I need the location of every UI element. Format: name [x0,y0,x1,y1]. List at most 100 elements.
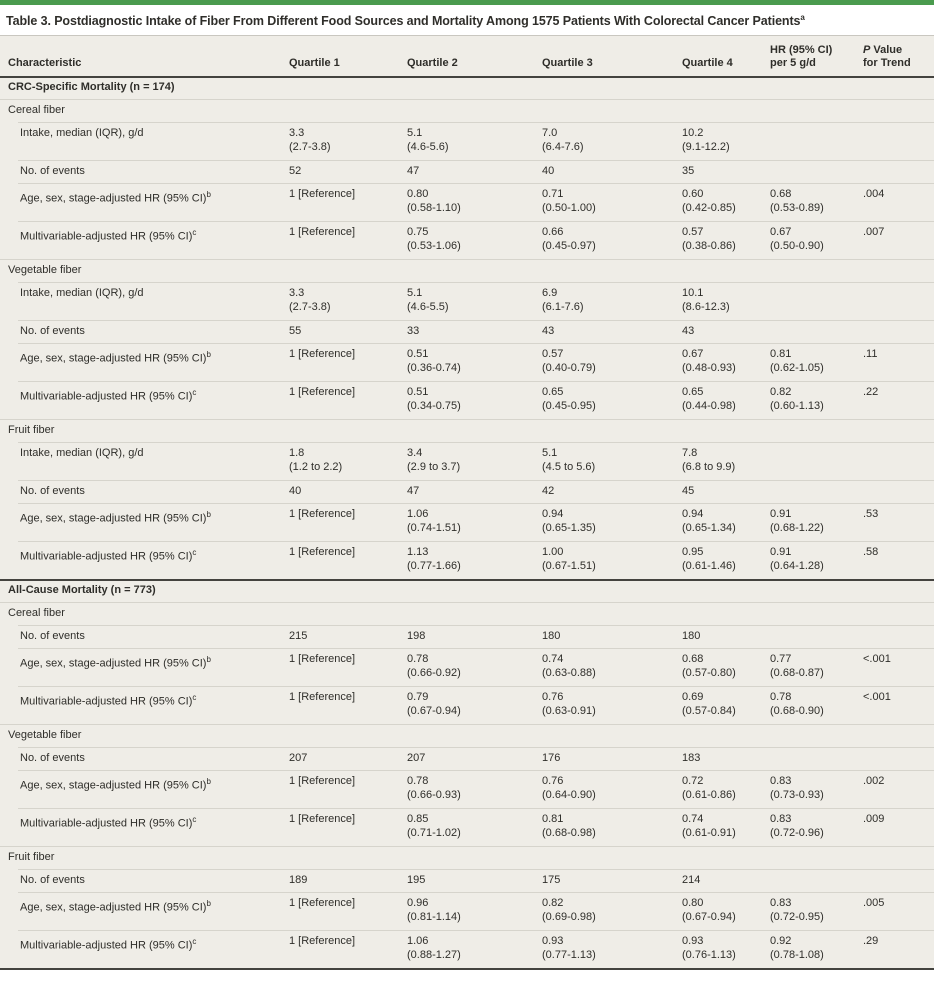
value-line: (0.57-0.80) [682,666,736,679]
value-line: (2.7-3.8) [289,140,331,153]
row-label: CRC-Specific Mortality (n = 174) [8,81,175,94]
cell-p-value [855,480,934,503]
header-line: Quartile 1 [289,57,340,70]
cell-quartile-4: 35 [674,160,762,183]
value-line: 183 [682,752,701,765]
cell-quartile-4: 10.1 (8.6-12.3) [674,282,762,320]
value-line: 0.78 [407,653,429,666]
table-row: Multivariable-adjusted HR (95% CI)c 1 [Re… [0,930,934,968]
cell-quartile-3: 5.1 (4.5 to 5.6) [534,442,674,480]
value-line: 0.83 [770,775,792,788]
column-header-characteristic: Characteristic [0,53,281,76]
value-line: 189 [289,874,308,887]
table-container: Characteristic Quartile 1 Quartile 2 Quarti… [0,36,934,971]
value-line: 0.74 [542,653,564,666]
value-line: 0.78 [407,775,429,788]
footnote-marker: b [206,190,211,200]
cell-hr-per-5gd: 0.68 (0.53-0.89) [762,183,855,221]
value-line: 1 [Reference] [289,508,356,521]
value-line: (2.9 to 3.7) [407,460,461,473]
cell-quartile-4: 0.94 (0.65-1.34) [674,503,762,541]
value-line: 1 [Reference] [289,935,356,948]
value-line: (0.38-0.86) [682,239,736,252]
row-label: Multivariable-adjusted HR (95% CI)c [20,228,197,243]
value-line: 0.94 [542,508,564,521]
table-title-text: Table 3. Postdiagnostic Intake of Fiber … [6,14,801,29]
value-line: 1 [Reference] [289,897,356,910]
cell-quartile-4: 183 [674,747,762,770]
category-row: Fruit fiber [0,419,934,442]
value-line: .58 [863,546,879,559]
row-label: Multivariable-adjusted HR (95% CI)c [20,815,197,830]
value-line: (0.53-1.06) [407,239,461,252]
value-line: 0.81 [770,348,792,361]
header-line: P Value [863,44,903,57]
header-line: Quartile 2 [407,57,458,70]
value-line: 3.3 [289,127,305,140]
value-line: (6.8 to 9.9) [682,460,736,473]
value-line: 0.85 [407,813,429,826]
value-line: (0.88-1.27) [407,948,461,961]
cell-quartile-1: 55 [281,320,399,343]
column-header-quartile-3: Quartile 3 [534,53,674,76]
cell-p-value [855,122,934,160]
cell-p-value: .11 [855,343,934,381]
cell-quartile-1: 1 [Reference] [281,930,399,968]
row-label: No. of events [20,752,85,765]
value-line: (0.58-1.10) [407,201,461,214]
value-line: 45 [682,485,695,498]
cell-quartile-1: 1 [Reference] [281,892,399,930]
table-row: Age, sex, stage-adjusted HR (95% CI)b 1 [… [0,183,934,221]
footnote-marker: c [192,228,197,238]
cell-quartile-2: 207 [399,747,534,770]
column-header-quartile-4: Quartile 4 [674,53,762,76]
value-line: (0.68-0.98) [542,826,596,839]
accent-bar [0,0,934,5]
table-row: No. of events 207 207 176 183 [0,747,934,770]
value-line: 40 [542,165,555,178]
category-row: Vegetable fiber [0,724,934,747]
value-line: 33 [407,325,420,338]
cell-quartile-1: 215 [281,625,399,648]
cell-p-value [855,442,934,480]
value-line: .22 [863,386,879,399]
cell-quartile-3: 176 [534,747,674,770]
row-label: Fruit fiber [8,851,55,864]
value-line: 207 [289,752,308,765]
value-line: 1 [Reference] [289,348,356,361]
cell-quartile-3: 42 [534,480,674,503]
value-line: 207 [407,752,426,765]
value-line: (6.4-7.6) [542,140,584,153]
table-row: Age, sex, stage-adjusted HR (95% CI)b 1 [… [0,648,934,686]
value-line: 214 [682,874,701,887]
value-line: (9.1-12.2) [682,140,730,153]
cell-p-value: .005 [855,892,934,930]
value-line: 3.4 [407,447,423,460]
cell-quartile-3: 0.94 (0.65-1.35) [534,503,674,541]
cell-quartile-1: 1 [Reference] [281,648,399,686]
cell-p-value: .007 [855,221,934,259]
value-line: (0.64-1.28) [770,559,824,572]
value-line: 0.68 [682,653,704,666]
header-line: for Trend [863,57,911,70]
value-line: (0.50-1.00) [542,201,596,214]
value-line: (0.34-0.75) [407,399,461,412]
row-label: Age, sex, stage-adjusted HR (95% CI)b [20,510,211,525]
cell-quartile-1: 3.3 (2.7-3.8) [281,282,399,320]
value-line: 0.72 [682,775,704,788]
value-line: (0.63-0.91) [542,704,596,717]
cell-quartile-4: 0.65 (0.44-0.98) [674,381,762,419]
column-header-row: Characteristic Quartile 1 Quartile 2 Quarti… [0,36,934,76]
row-label: Vegetable fiber [8,729,82,742]
cell-p-value: .009 [855,808,934,846]
row-label: Cereal fiber [8,104,65,117]
value-line: 1.06 [407,508,429,521]
cell-quartile-1: 1 [Reference] [281,183,399,221]
cell-p-value: .29 [855,930,934,968]
cell-quartile-1: 3.3 (2.7-3.8) [281,122,399,160]
cell-quartile-2: 5.1 (4.6-5.5) [399,282,534,320]
row-label: Intake, median (IQR), g/d [20,127,144,140]
cell-hr-per-5gd [762,282,855,320]
table-row: Age, sex, stage-adjusted HR (95% CI)b 1 [… [0,892,934,930]
cell-quartile-2: 47 [399,160,534,183]
